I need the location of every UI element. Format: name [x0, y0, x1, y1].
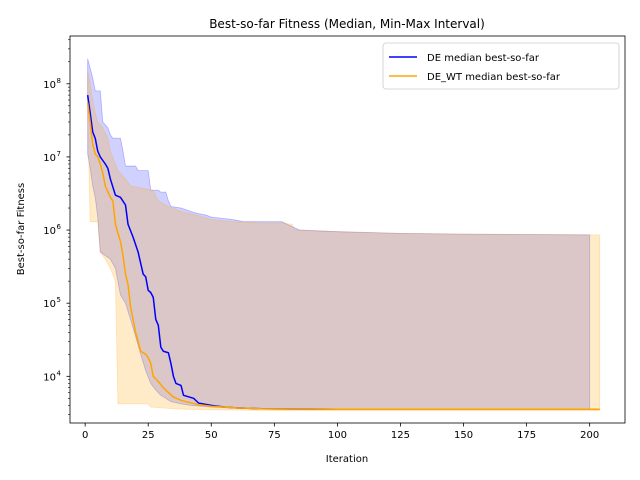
y-tick-label: 10 — [43, 153, 56, 164]
x-tick-label: 100 — [328, 430, 347, 441]
legend: DE median best-so-far DE_WT median best-s… — [382, 42, 620, 90]
series-2-minmax-band — [87, 70, 601, 411]
series-1-median-line — [86, 94, 590, 410]
x-tick-label: 75 — [268, 430, 281, 441]
axes-frame — [69, 35, 626, 424]
x-tick-label: 50 — [205, 430, 218, 441]
y-tick-exponent: 4 — [57, 369, 62, 377]
y-tick-exponent: 8 — [57, 77, 61, 85]
x-tick-label: 0 — [82, 430, 88, 441]
y-tick-label: 10 — [43, 299, 56, 310]
x-tick-label: 125 — [391, 430, 410, 441]
y-tick-label: 10 — [43, 372, 56, 383]
x-tick-label: 25 — [142, 430, 155, 441]
legend-label-2: DE_WT median best-so-far — [427, 72, 561, 83]
y-tick-exponent: 5 — [57, 296, 61, 304]
x-tick-label: 200 — [580, 430, 599, 441]
y-tick-label: 10 — [43, 80, 56, 91]
plot-content — [86, 58, 601, 411]
legend-label-1: DE median best-so-far — [427, 53, 540, 64]
y-tick-label: 10 — [43, 226, 56, 237]
x-tick-label: 175 — [517, 430, 536, 441]
y-tick-exponent: 7 — [57, 150, 61, 158]
y-axis-label: Best-so-far Fitness — [16, 183, 27, 275]
plot-area — [86, 58, 601, 411]
series-2-median-line — [86, 102, 600, 410]
chart-title: Best-so-far Fitness (Median, Min-Max Int… — [209, 17, 485, 31]
x-axis-label: Iteration — [326, 454, 368, 465]
y-tick-exponent: 6 — [57, 223, 62, 231]
x-tick-label: 150 — [454, 430, 473, 441]
legend-box — [382, 42, 620, 90]
